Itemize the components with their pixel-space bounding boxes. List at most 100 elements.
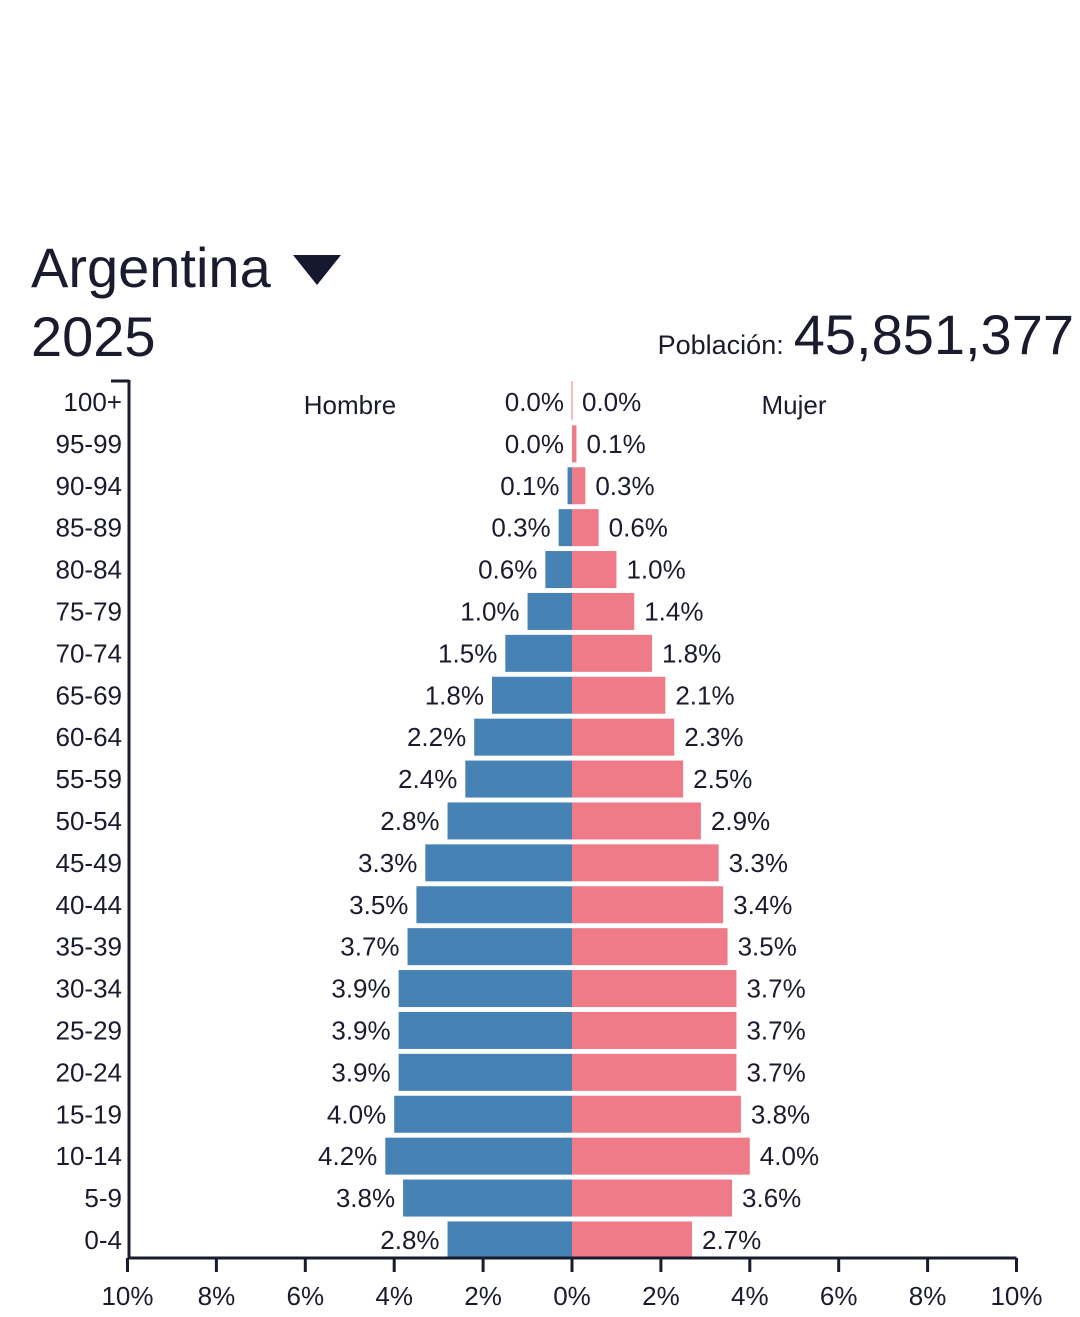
bars-group: [385, 425, 750, 1259]
value-label-female: 0.6%: [609, 513, 668, 543]
category-label: 5-9: [84, 1183, 122, 1213]
category-label: 40-44: [56, 890, 123, 920]
bar-female: [572, 970, 737, 1008]
bar-male: [465, 760, 572, 798]
value-label-female: 1.0%: [626, 555, 685, 585]
value-label-male: 3.3%: [358, 848, 417, 878]
bar-female: [572, 551, 617, 589]
bar-female: [572, 802, 701, 840]
population-value: 45,851,377: [793, 303, 1074, 366]
legend-male: Hombre: [304, 390, 396, 420]
bar-female: [572, 592, 635, 630]
bar-female: [572, 1011, 737, 1049]
bar-male: [558, 509, 572, 547]
value-label-male: 3.9%: [331, 974, 390, 1004]
category-label: 70-74: [56, 638, 123, 668]
x-tick-label: 2%: [642, 1281, 680, 1311]
category-label: 90-94: [56, 471, 123, 501]
bar-female: [572, 676, 666, 714]
value-label-male: 3.9%: [331, 1057, 390, 1087]
bar-female: [572, 634, 653, 672]
x-tick-label: 6%: [820, 1281, 858, 1311]
bar-male: [398, 970, 572, 1008]
category-label: 20-24: [56, 1057, 123, 1087]
x-tick-label: 6%: [287, 1281, 325, 1311]
value-label-male: 1.0%: [460, 596, 519, 626]
bar-female: [572, 760, 684, 798]
bar-female: [572, 467, 586, 505]
category-label: 55-59: [56, 764, 123, 794]
value-label-female: 0.0%: [582, 387, 641, 417]
country-selector[interactable]: Argentina: [31, 236, 341, 300]
bar-male: [447, 1221, 572, 1259]
category-label: 10-14: [56, 1141, 123, 1171]
value-label-male: 2.8%: [380, 806, 439, 836]
value-label-female: 4.0%: [760, 1141, 819, 1171]
category-label: 45-49: [56, 848, 123, 878]
bar-female: [572, 1137, 750, 1175]
value-label-male: 3.5%: [349, 890, 408, 920]
category-label: 15-19: [56, 1099, 123, 1129]
bar-male: [398, 1053, 572, 1091]
bar-male: [474, 718, 572, 756]
category-label: 95-99: [56, 429, 123, 459]
x-tick-label: 0%: [553, 1281, 591, 1311]
bar-female: [572, 928, 728, 966]
bar-male: [398, 1011, 572, 1049]
value-label-female: 3.4%: [733, 890, 792, 920]
bar-male: [425, 844, 572, 882]
bar-female: [572, 718, 675, 756]
category-label: 85-89: [56, 513, 123, 543]
legend-female: Mujer: [761, 390, 826, 420]
population-label: Población:: [657, 330, 784, 360]
value-label-male: 4.0%: [327, 1099, 386, 1129]
value-label-female: 0.3%: [595, 471, 654, 501]
category-label: 25-29: [56, 1015, 123, 1045]
x-tick-label: 10%: [990, 1281, 1042, 1311]
value-label-female: 2.3%: [684, 722, 743, 752]
bar-female: [572, 1053, 737, 1091]
bar-female: [572, 844, 719, 882]
x-tick-label: 8%: [198, 1281, 236, 1311]
x-tick-label: 2%: [464, 1281, 502, 1311]
value-label-female: 2.1%: [675, 680, 734, 710]
bar-male: [394, 1095, 572, 1133]
value-label-male: 4.2%: [318, 1141, 377, 1171]
value-label-female: 3.5%: [738, 932, 797, 962]
bar-male: [505, 634, 572, 672]
value-label-female: 3.8%: [751, 1099, 810, 1129]
value-labels-group: 100+ 0.0% 0.0% 95-99 0.0% 0.1% 90-94 0.1% 0.3% 85…: [56, 387, 820, 1255]
axes-group: 10% 8% 6% 4% 2% 0% 2% 4% 6% 8% 10%: [101, 379, 1043, 1311]
value-label-female: 3.7%: [746, 1057, 805, 1087]
value-label-male: 0.1%: [500, 471, 559, 501]
country-name: Argentina: [31, 236, 271, 299]
year-label: 2025: [31, 305, 156, 368]
population-display: Población: 45,851,377: [658, 302, 1074, 367]
value-label-female: 2.9%: [711, 806, 770, 836]
value-label-male: 3.7%: [340, 932, 399, 962]
bar-male: [385, 1137, 572, 1175]
value-label-male: 0.6%: [478, 555, 537, 585]
x-tick-label: 4%: [375, 1281, 413, 1311]
bar-female: [572, 1095, 741, 1133]
value-label-male: 0.0%: [505, 387, 564, 417]
x-tick-label: 10%: [101, 1281, 153, 1311]
category-label: 60-64: [56, 722, 123, 752]
category-label: 0-4: [84, 1225, 122, 1255]
bar-male: [403, 1179, 572, 1217]
bar-female: [572, 425, 577, 463]
value-label-male: 3.8%: [336, 1183, 395, 1213]
bar-male: [491, 676, 572, 714]
value-label-male: 2.2%: [407, 722, 466, 752]
bar-male: [545, 551, 572, 589]
bar-female: [572, 509, 599, 547]
value-label-male: 1.5%: [438, 638, 497, 668]
bar-male: [407, 928, 572, 966]
header: Argentina 2025 Población: 45,851,377: [0, 0, 1080, 380]
bar-male: [527, 592, 572, 630]
category-label: 35-39: [56, 932, 123, 962]
value-label-female: 3.6%: [742, 1183, 801, 1213]
bar-male: [416, 886, 572, 924]
value-label-male: 3.9%: [331, 1015, 390, 1045]
